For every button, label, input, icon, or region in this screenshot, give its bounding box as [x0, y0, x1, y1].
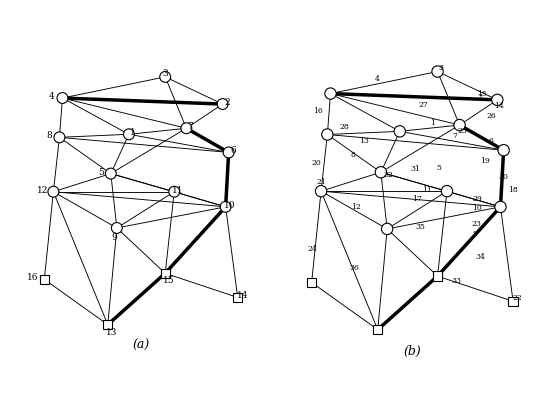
Text: 6: 6	[230, 146, 236, 155]
Circle shape	[57, 93, 68, 103]
Circle shape	[54, 132, 65, 143]
Text: 1: 1	[430, 119, 435, 127]
Bar	[433, 272, 442, 281]
Text: 20: 20	[311, 159, 321, 167]
Text: 11: 11	[422, 186, 432, 194]
Text: 15: 15	[163, 277, 175, 285]
Text: 26: 26	[486, 111, 496, 119]
Circle shape	[492, 94, 503, 106]
Text: 25: 25	[458, 127, 468, 135]
Circle shape	[432, 66, 443, 77]
Text: 10: 10	[472, 204, 482, 212]
Circle shape	[181, 123, 192, 134]
Circle shape	[442, 186, 453, 197]
Text: 32: 32	[384, 171, 394, 179]
Text: (b): (b)	[403, 345, 421, 358]
Text: 27: 27	[418, 101, 428, 109]
Circle shape	[105, 168, 116, 179]
Circle shape	[220, 202, 231, 212]
Text: 6: 6	[489, 137, 494, 145]
Text: 10: 10	[224, 201, 236, 210]
Text: 1: 1	[130, 128, 135, 137]
Circle shape	[217, 98, 228, 109]
Text: 3: 3	[162, 69, 168, 78]
Circle shape	[315, 186, 327, 197]
Bar	[509, 297, 518, 306]
Bar	[307, 278, 316, 287]
Circle shape	[223, 147, 234, 158]
Text: (a): (a)	[132, 339, 150, 352]
Text: 12: 12	[37, 186, 49, 195]
Text: 2: 2	[224, 98, 230, 107]
Circle shape	[382, 223, 393, 235]
Text: 9: 9	[473, 230, 478, 238]
Text: 7: 7	[453, 132, 457, 140]
Text: 14: 14	[237, 292, 248, 300]
Text: 36: 36	[349, 264, 359, 272]
Text: 12: 12	[351, 203, 361, 211]
Bar	[161, 269, 170, 278]
Bar	[103, 320, 112, 329]
Text: 30: 30	[499, 173, 509, 181]
Circle shape	[454, 119, 465, 131]
Text: 3: 3	[438, 65, 443, 72]
Text: 19: 19	[480, 157, 490, 165]
Text: 18: 18	[508, 186, 518, 194]
Bar	[373, 325, 382, 334]
Text: 5: 5	[437, 163, 442, 171]
Bar	[40, 275, 49, 284]
Text: 2: 2	[478, 93, 483, 101]
Circle shape	[394, 126, 406, 137]
Text: 29: 29	[472, 195, 482, 203]
Text: 9: 9	[111, 233, 117, 241]
Text: 31: 31	[411, 165, 420, 173]
Text: 28: 28	[340, 123, 350, 131]
Circle shape	[495, 201, 506, 212]
Circle shape	[169, 186, 179, 197]
Text: 5: 5	[98, 168, 104, 176]
Circle shape	[48, 186, 59, 197]
Text: 13: 13	[358, 137, 368, 145]
Text: 34: 34	[475, 253, 485, 261]
Circle shape	[111, 222, 122, 233]
Text: 33: 33	[452, 277, 461, 285]
Circle shape	[498, 145, 509, 156]
Text: 8: 8	[46, 131, 52, 140]
Text: 4: 4	[375, 75, 380, 83]
Circle shape	[322, 129, 333, 140]
Text: 23: 23	[472, 220, 482, 228]
Bar	[233, 293, 242, 302]
Circle shape	[160, 72, 171, 82]
Circle shape	[325, 88, 336, 99]
Text: 21: 21	[316, 178, 326, 186]
Circle shape	[375, 167, 387, 178]
Text: 14: 14	[494, 102, 504, 110]
Text: 15: 15	[477, 90, 486, 98]
Text: 24: 24	[307, 246, 317, 253]
Text: 4: 4	[49, 92, 55, 101]
Text: 35: 35	[416, 223, 425, 231]
Text: 7: 7	[187, 122, 193, 131]
Text: 13: 13	[106, 328, 117, 337]
Circle shape	[124, 129, 135, 140]
Text: 17: 17	[412, 195, 422, 203]
Text: 22: 22	[513, 294, 522, 302]
Text: 11: 11	[172, 186, 183, 195]
Text: 16: 16	[27, 273, 39, 282]
Text: 8: 8	[350, 151, 355, 159]
Text: 16: 16	[313, 107, 323, 115]
